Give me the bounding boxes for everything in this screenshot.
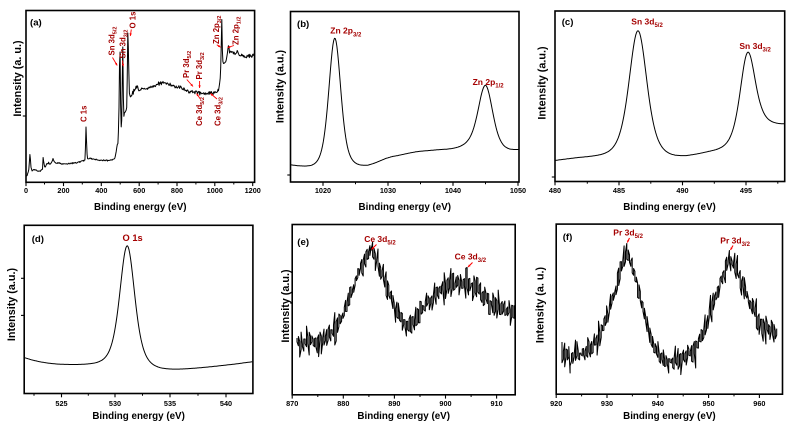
svg-text:0: 0 bbox=[24, 186, 28, 195]
svg-text:Zn 2p3/2: Zn 2p3/2 bbox=[212, 16, 223, 44]
svg-text:800: 800 bbox=[171, 186, 183, 195]
svg-text:(c): (c) bbox=[562, 17, 574, 28]
svg-text:525: 525 bbox=[55, 399, 67, 408]
svg-text:Intensity (a. u.): Intensity (a. u.) bbox=[12, 40, 24, 117]
svg-text:Binding energy (eV): Binding energy (eV) bbox=[357, 411, 450, 422]
svg-text:(a): (a) bbox=[30, 18, 42, 29]
svg-text:(b): (b) bbox=[297, 19, 309, 30]
svg-text:Intensity (a.u.): Intensity (a.u.) bbox=[275, 50, 287, 124]
svg-text:600: 600 bbox=[133, 186, 145, 195]
svg-text:535: 535 bbox=[164, 399, 176, 408]
svg-text:C 1s: C 1s bbox=[79, 105, 88, 122]
svg-text:1000: 1000 bbox=[207, 186, 223, 195]
svg-text:950: 950 bbox=[703, 399, 715, 408]
svg-text:495: 495 bbox=[740, 186, 752, 195]
svg-text:Binding energy (eV): Binding energy (eV) bbox=[94, 202, 187, 213]
svg-text:960: 960 bbox=[753, 399, 765, 408]
svg-text:485: 485 bbox=[613, 186, 625, 195]
svg-text:940: 940 bbox=[652, 399, 664, 408]
svg-text:480: 480 bbox=[549, 186, 561, 195]
svg-text:880: 880 bbox=[337, 399, 349, 408]
svg-text:870: 870 bbox=[286, 399, 298, 408]
svg-text:200: 200 bbox=[57, 186, 69, 195]
svg-text:Pr 3d5/2: Pr 3d5/2 bbox=[182, 51, 193, 78]
svg-text:O 1s: O 1s bbox=[123, 233, 143, 243]
svg-text:Intensity (a. u.): Intensity (a. u.) bbox=[535, 267, 547, 344]
svg-text:(d): (d) bbox=[32, 234, 44, 245]
svg-text:Ce 3d3/2: Ce 3d3/2 bbox=[213, 97, 224, 126]
svg-text:910: 910 bbox=[491, 399, 503, 408]
svg-text:Intensity (a.u.): Intensity (a.u.) bbox=[537, 46, 549, 120]
svg-text:890: 890 bbox=[388, 399, 400, 408]
svg-text:1040: 1040 bbox=[445, 186, 461, 195]
svg-text:Binding energy (eV): Binding energy (eV) bbox=[623, 411, 716, 422]
svg-text:920: 920 bbox=[550, 399, 562, 408]
svg-text:Sn 3d5/2: Sn 3d5/2 bbox=[107, 27, 118, 56]
svg-text:Intensity (a.u.): Intensity (a.u.) bbox=[280, 269, 292, 343]
svg-text:1200: 1200 bbox=[245, 186, 261, 195]
svg-text:1050: 1050 bbox=[510, 186, 526, 195]
svg-text:1030: 1030 bbox=[380, 186, 396, 195]
svg-text:540: 540 bbox=[220, 399, 232, 408]
svg-text:Binding energy (eV): Binding energy (eV) bbox=[359, 202, 452, 213]
svg-text:Binding energy (eV): Binding energy (eV) bbox=[623, 202, 716, 213]
svg-text:Binding energy (eV): Binding energy (eV) bbox=[92, 411, 185, 422]
svg-text:O 1s: O 1s bbox=[128, 11, 137, 29]
svg-text:400: 400 bbox=[95, 186, 107, 195]
svg-text:Intensity (a.u.): Intensity (a.u.) bbox=[6, 268, 18, 342]
svg-text:(f): (f) bbox=[563, 232, 573, 243]
svg-text:900: 900 bbox=[439, 399, 451, 408]
svg-text:530: 530 bbox=[109, 399, 121, 408]
svg-text:930: 930 bbox=[601, 399, 613, 408]
svg-text:(e): (e) bbox=[297, 237, 309, 248]
svg-text:Sn 3d3/2: Sn 3d3/2 bbox=[118, 30, 129, 59]
svg-text:490: 490 bbox=[676, 186, 688, 195]
svg-text:Ce 3d5/2: Ce 3d5/2 bbox=[195, 97, 206, 126]
svg-text:Zn 2p1/2: Zn 2p1/2 bbox=[231, 17, 242, 45]
svg-text:1020: 1020 bbox=[315, 186, 331, 195]
svg-text:Pr 3d3/2: Pr 3d3/2 bbox=[195, 52, 206, 79]
